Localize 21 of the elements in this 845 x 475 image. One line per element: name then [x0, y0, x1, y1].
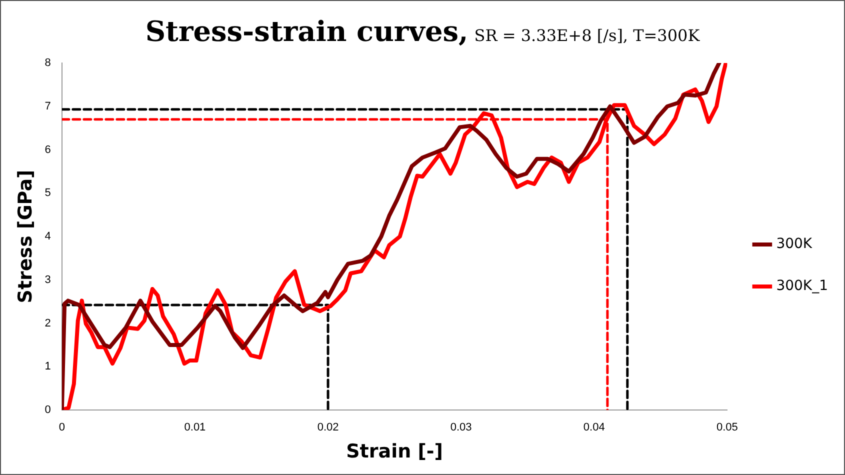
y-tick-label: 4: [44, 230, 51, 243]
x-tick-label: 0.03: [450, 422, 472, 434]
chart-subtitle: SR = 3.33E+8 [/s], T=300K: [474, 26, 700, 45]
x-tick-label: 0.01: [184, 422, 206, 434]
y-tick-label: 2: [44, 317, 51, 330]
y-tick-label: 0: [44, 404, 51, 416]
legend-label: 300K_1: [776, 278, 828, 294]
legend-label: 300K: [776, 236, 813, 252]
x-tick-label: 0.04: [583, 422, 605, 434]
x-tick-label: 0.02: [317, 422, 339, 434]
x-axis-title: Strain [-]: [346, 440, 443, 463]
x-tick-label: 0.05: [716, 422, 738, 434]
y-tick-label: 1: [44, 360, 51, 373]
y-tick-label: 5: [44, 187, 51, 200]
y-tick-label: 3: [44, 274, 51, 286]
y-axis-title: Stress [GPa]: [14, 170, 36, 304]
y-tick-label: 8: [44, 57, 51, 70]
x-tick-label: 0: [58, 422, 65, 434]
y-tick-label: 7: [44, 100, 51, 112]
y-tick-label: 6: [44, 144, 51, 156]
chart-title: Stress-strain curves,: [145, 15, 468, 48]
